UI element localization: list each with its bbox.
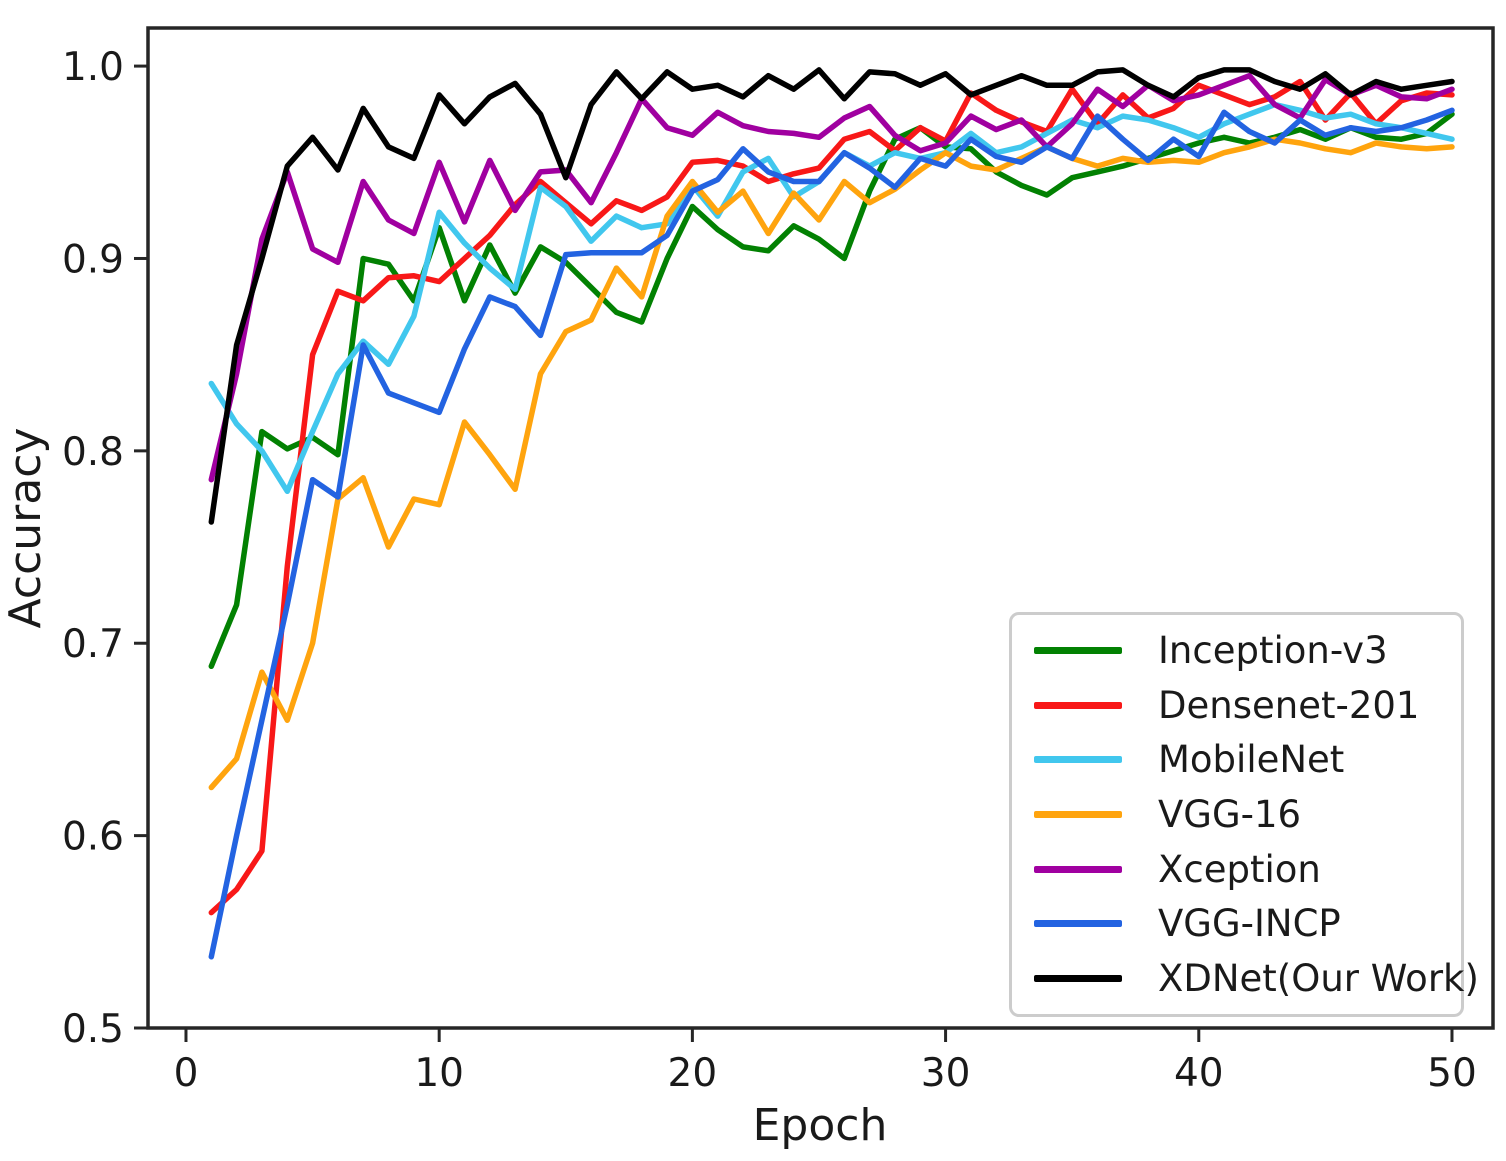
series-line-vgg-16 bbox=[208, 136, 1455, 791]
legend-swatch bbox=[1034, 646, 1122, 654]
series-lines bbox=[208, 67, 1455, 960]
x-tick-label: 10 bbox=[414, 1051, 464, 1096]
legend-item-densenet-201: Densenet-201 bbox=[1012, 687, 1461, 724]
x-tick-label: 20 bbox=[668, 1051, 718, 1096]
y-tick-label: 0.9 bbox=[62, 237, 124, 282]
legend-item-xdnet-our-work-: XDNet(Our Work) bbox=[1012, 960, 1479, 997]
legend-swatch bbox=[1034, 865, 1122, 873]
series-line-xdnet-our-work- bbox=[208, 67, 1455, 525]
legend-label: XDNet(Our Work) bbox=[1158, 957, 1479, 1001]
legend-item-xception: Xception bbox=[1012, 851, 1461, 888]
x-tick-label: 40 bbox=[1174, 1051, 1224, 1096]
x-tick-label: 30 bbox=[921, 1051, 971, 1096]
axis-ticks: 0 10 20 30 40 50 0.5 0.6 0.7 0.8 0.9 1.0 bbox=[62, 45, 1477, 1096]
y-axis-label: Accuracy bbox=[0, 428, 51, 629]
y-tick-label: 0.8 bbox=[62, 430, 124, 475]
legend-swatch bbox=[1034, 975, 1122, 983]
y-tick-label: 0.6 bbox=[62, 815, 124, 860]
legend-swatch bbox=[1034, 756, 1122, 764]
series-line-xception bbox=[208, 72, 1455, 483]
legend-swatch bbox=[1034, 920, 1122, 928]
legend-label: VGG-INCP bbox=[1158, 902, 1341, 946]
series-line-densenet-201 bbox=[208, 78, 1455, 916]
legend-label: Xception bbox=[1158, 847, 1321, 891]
legend-item-vgg-16: VGG-16 bbox=[1012, 796, 1461, 833]
x-tick-label: 50 bbox=[1427, 1051, 1477, 1096]
x-axis-label: Epoch bbox=[753, 1100, 888, 1151]
x-tick-label: 0 bbox=[174, 1051, 199, 1096]
legend: Inception-v3 Densenet-201 MobileNet VGG-16 X… bbox=[1009, 612, 1479, 1017]
legend-item-vgg-incp: VGG-INCP bbox=[1012, 905, 1461, 942]
legend-item-inception-v3: Inception-v3 bbox=[1012, 632, 1461, 669]
legend-label: Inception-v3 bbox=[1158, 628, 1388, 672]
y-tick-label: 0.7 bbox=[62, 622, 124, 667]
plot-frame bbox=[146, 26, 1495, 1030]
series-line-vgg-incp bbox=[208, 107, 1455, 960]
y-tick-label: 0.5 bbox=[62, 1007, 124, 1052]
legend-swatch bbox=[1034, 701, 1122, 709]
series-line-mobilenet bbox=[208, 101, 1455, 495]
legend-label: Densenet-201 bbox=[1158, 683, 1420, 727]
legend-item-mobilenet: MobileNet bbox=[1012, 741, 1461, 778]
y-tick-label: 1.0 bbox=[62, 45, 124, 90]
legend-label: VGG-16 bbox=[1158, 792, 1302, 836]
legend-label: MobileNet bbox=[1158, 738, 1345, 782]
legend-swatch bbox=[1034, 810, 1122, 818]
